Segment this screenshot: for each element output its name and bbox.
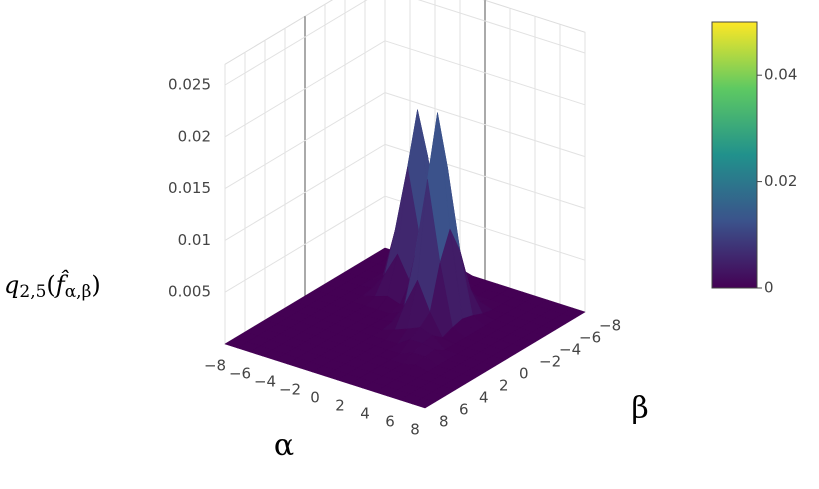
y-tick-label: 2 <box>499 377 509 395</box>
colorbar-tick-label: 0 <box>764 279 774 297</box>
y-tick-label: 8 <box>439 413 449 431</box>
z-tick-label: 0.01 <box>178 231 211 249</box>
y-tick-label: 4 <box>479 389 489 407</box>
colorbar-ticks: 0 0.02 0.04 <box>757 66 797 297</box>
x-axis-title: α <box>274 428 294 463</box>
grid-line <box>224 195 386 293</box>
z-title-part: ( <box>46 271 55 299</box>
z-tick-label: 0.005 <box>168 283 211 301</box>
z-title-part: q <box>4 271 19 299</box>
z-tick-label: 0.02 <box>178 127 211 145</box>
colorbar <box>711 21 758 289</box>
x-tick-label: −2 <box>279 381 301 399</box>
x-tick-label: 4 <box>360 405 370 423</box>
grid-line <box>384 92 586 158</box>
y-tick-label: −4 <box>559 341 581 359</box>
x-tick-label: 0 <box>310 389 320 407</box>
surface <box>224 109 586 409</box>
surface-cell <box>412 397 436 409</box>
y-axis-title: β <box>631 391 648 426</box>
colorbar-tick-label: 0.04 <box>764 66 797 84</box>
grid-line <box>224 0 368 86</box>
z-title-part: ) <box>91 271 100 299</box>
y-tick-label: −6 <box>579 329 601 347</box>
tick-labels: −8 −6 −4 −2 0 2 4 6 8−8−6−4−2024680.0050.010.015… <box>168 76 621 439</box>
grid-line <box>224 40 386 138</box>
x-tick-label: 2 <box>335 397 345 415</box>
z-tick-label: 0.025 <box>168 76 211 94</box>
grid-line <box>224 92 386 190</box>
colorbar-tick-label: 0.02 <box>764 172 797 190</box>
grid-line <box>417 0 586 54</box>
grid-line <box>224 143 386 241</box>
z-title-part: α,β <box>65 282 92 302</box>
x-tick-label: 6 <box>385 413 395 431</box>
z-axis-title: q2,5(f̂α,β) <box>4 269 101 301</box>
y-tick-label: 0 <box>519 365 529 383</box>
y-tick-label: −2 <box>539 353 561 371</box>
grid-line <box>384 40 586 106</box>
x-tick-label: −8 <box>204 357 226 375</box>
z-title-part: 2,5 <box>19 282 46 302</box>
x-tick-label: −6 <box>229 365 251 383</box>
y-tick-label: −8 <box>599 317 621 335</box>
x-tick-label: −4 <box>254 373 276 391</box>
x-tick-label: 8 <box>410 421 420 439</box>
z-tick-label: 0.015 <box>168 179 211 197</box>
y-tick-label: 6 <box>459 401 469 419</box>
